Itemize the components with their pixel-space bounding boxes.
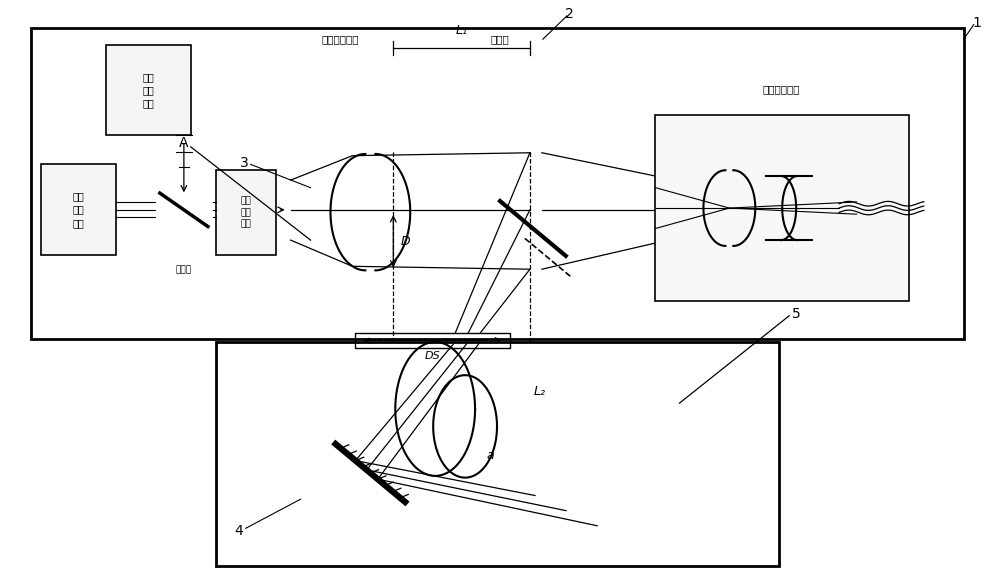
Text: A: A (179, 136, 189, 150)
Text: 1: 1 (972, 16, 981, 30)
Text: 激光
扩束
系统: 激光 扩束 系统 (240, 196, 251, 229)
Text: 高能
激光
光源: 高能 激光 光源 (73, 191, 85, 228)
Bar (655, 115, 909, 301)
Text: 5: 5 (792, 307, 801, 321)
Text: 分束镜: 分束镜 (176, 265, 192, 274)
Text: 4: 4 (234, 524, 243, 538)
Text: 取样镜: 取样镜 (491, 35, 509, 44)
Bar (216, 342, 779, 566)
Bar (355, 333, 510, 348)
Bar (31, 27, 964, 339)
Text: L₂: L₂ (534, 385, 546, 398)
Text: 前置光学系统: 前置光学系统 (322, 35, 359, 44)
Text: 后置光学系统: 后置光学系统 (763, 84, 800, 94)
Text: L₁: L₁ (456, 25, 468, 37)
Bar (41, 164, 116, 254)
Text: DS: DS (425, 351, 441, 361)
Text: 低能
激光
光源: 低能 激光 光源 (143, 72, 154, 108)
Bar (216, 170, 276, 254)
Bar (106, 45, 191, 135)
Text: 2: 2 (565, 7, 574, 21)
Text: 3: 3 (240, 156, 249, 170)
Text: D: D (400, 235, 410, 248)
Text: a: a (486, 449, 494, 462)
